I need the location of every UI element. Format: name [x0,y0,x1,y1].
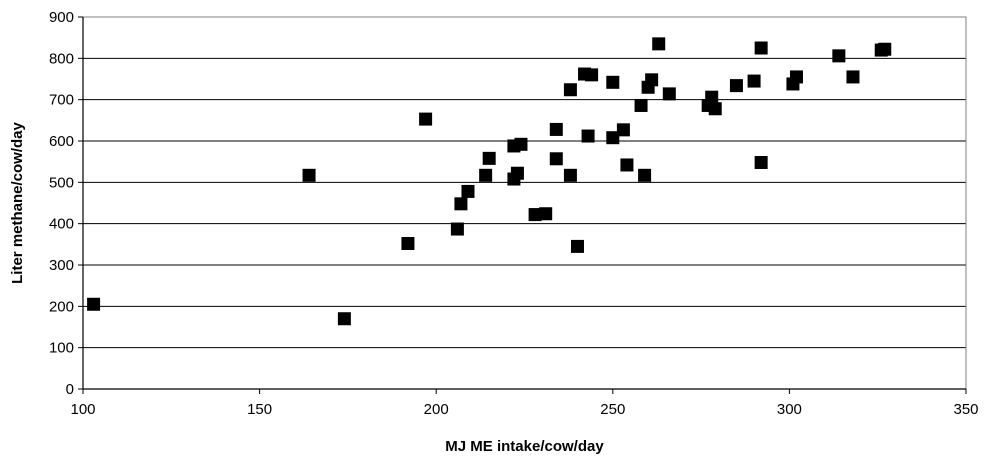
data-point [652,37,666,51]
y-tick-label: 400 [49,216,74,233]
y-tick-label: 300 [49,257,74,274]
x-tick-label: 300 [777,401,802,418]
data-point [620,158,634,172]
plot-frame [82,16,967,390]
x-tick-label: 100 [70,401,95,418]
data-point [539,207,553,221]
y-axis-title: Liter methane/cow/day [9,121,26,283]
x-tick-label: 150 [247,401,272,418]
y-tick-label: 0 [66,381,74,398]
data-point [510,166,524,180]
data-point [832,49,846,63]
data-point [585,68,599,82]
data-point [606,75,620,89]
data-point [549,152,563,166]
data-point [454,197,468,211]
data-point [606,131,620,145]
y-tick-label: 200 [49,298,74,315]
data-point [337,312,351,326]
data-point [514,137,528,151]
data-point [450,222,464,236]
data-point [634,98,648,112]
tick-labels: 0 100 200 300 400 500 600 700 800 900 100 150 200 250… [49,9,979,418]
data-points [87,37,892,326]
data-point [302,168,316,182]
x-axis-title: MJ ME intake/cow/day [445,438,604,455]
data-point [570,239,584,253]
grid-lines [83,57,966,349]
data-point [708,102,722,116]
data-point [754,41,768,55]
y-tick-label: 500 [49,174,74,191]
data-point [528,208,542,222]
data-point [638,168,652,182]
data-point [789,70,803,84]
data-point [705,90,719,104]
data-point [729,79,743,93]
data-point [846,70,860,84]
data-point [87,297,101,311]
data-point [549,122,563,136]
x-tick-label: 350 [953,401,978,418]
data-point [878,42,892,56]
data-point [581,129,595,143]
x-tick-label: 200 [424,401,449,418]
data-point [616,123,630,137]
y-tick-label: 100 [49,340,74,357]
data-point [482,151,496,165]
y-tick-label: 800 [49,50,74,67]
data-point [754,155,768,169]
x-tick-label: 250 [600,401,625,418]
data-point [419,112,433,126]
data-point [662,87,676,101]
data-point [461,184,475,198]
data-point [479,168,493,182]
y-tick-label: 700 [49,92,74,109]
y-tick-label: 600 [49,133,74,150]
axes [78,16,967,394]
data-point [401,237,415,251]
data-point [563,168,577,182]
data-point [747,74,761,88]
data-point [645,73,659,87]
data-point [563,83,577,97]
y-tick-label: 900 [49,9,74,26]
